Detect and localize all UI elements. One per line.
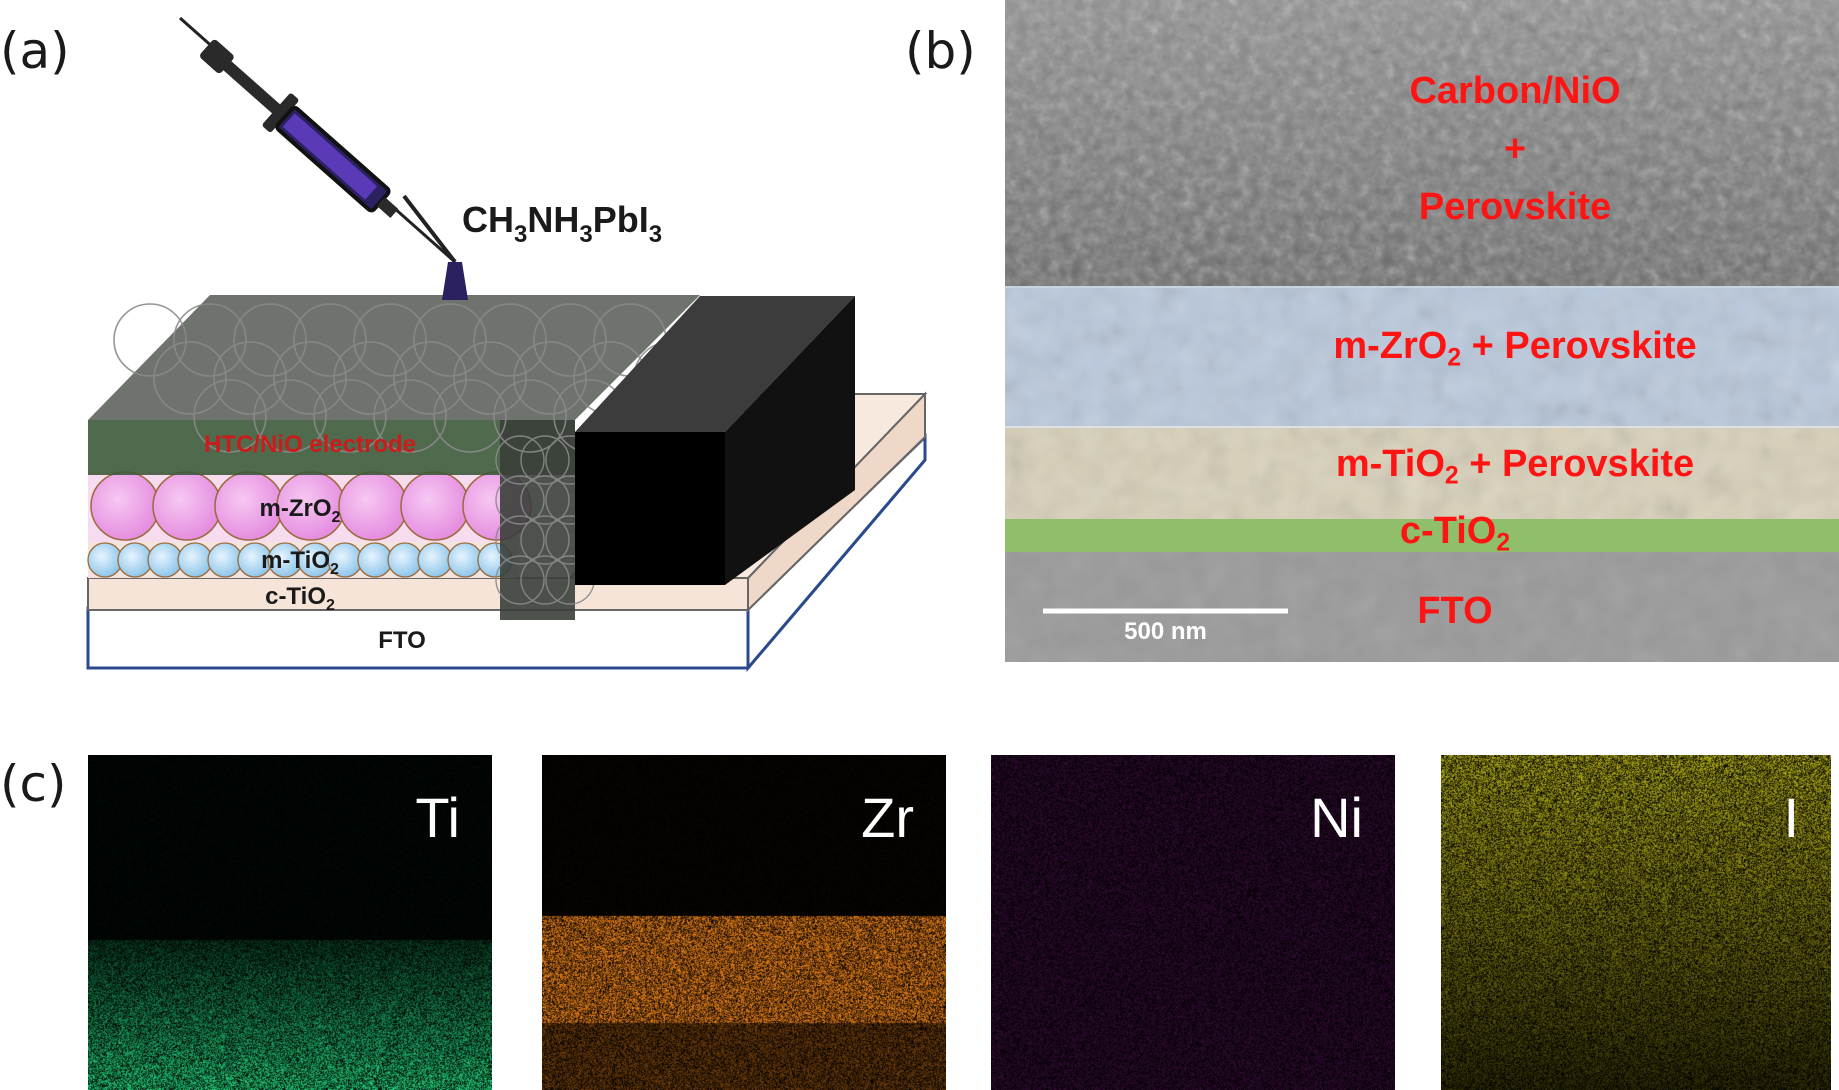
mtio2-layer	[87, 540, 518, 578]
sem-cross-section: Carbon/NiO + Perovskite m-ZrO2 + Perovsk…	[1005, 0, 1839, 662]
label-ctio2: c-TiO2	[265, 583, 335, 614]
device-schematic: CH3NH3PbI3 HTC/NiO electrode m-ZrO2 m-Ti…	[86, 16, 928, 673]
eds-label-zr: Zr	[861, 786, 914, 849]
label-mtio2: m-TiO2	[261, 547, 339, 578]
panel-letter-c: (c)	[0, 755, 67, 813]
panel-letter-b: (b)	[905, 22, 976, 80]
eds-map-ti-image	[88, 755, 492, 1090]
label-mzro2: m-ZrO2	[260, 495, 341, 526]
scale-bar-label: 500 nm	[1124, 618, 1207, 645]
label-plus: +	[1503, 128, 1527, 170]
eds-label-ti: Ti	[415, 786, 460, 849]
precursor-formula: CH3NH3PbI3	[462, 199, 662, 248]
label-tio2-perovskite: m-TiO2 + Perovskite	[1335, 443, 1695, 490]
carbon-block	[575, 296, 855, 585]
panel-letter-a: (a)	[0, 22, 70, 80]
eds-map-i: I	[1441, 755, 1831, 1090]
label-electrode: HTC/NiO electrode	[204, 431, 416, 458]
eds-map-ni: Ni	[991, 755, 1395, 1090]
label-ctio2-b: c-TiO2	[1399, 510, 1511, 557]
sem-image	[1005, 0, 1839, 662]
label-carbon-nio: Carbon/NiO	[1409, 70, 1621, 112]
htc-nio-electrode	[88, 295, 747, 620]
eds-map-zr: Zr	[542, 755, 946, 1090]
eds-label-i: I	[1783, 786, 1799, 849]
label-fto-a: FTO	[378, 627, 426, 654]
eds-map-zr-image	[542, 755, 946, 1090]
label-zro2-perovskite: m-ZrO2 + Perovskite	[1333, 325, 1697, 372]
eds-label-ni: Ni	[1310, 786, 1363, 849]
label-perovskite: Perovskite	[1418, 186, 1612, 228]
syringe-icon	[179, 16, 468, 300]
eds-map-i-image	[1441, 755, 1831, 1090]
eds-map-ni-image	[991, 755, 1395, 1090]
eds-map-ti: Ti	[88, 755, 492, 1090]
label-fto-b: FTO	[1417, 590, 1493, 632]
